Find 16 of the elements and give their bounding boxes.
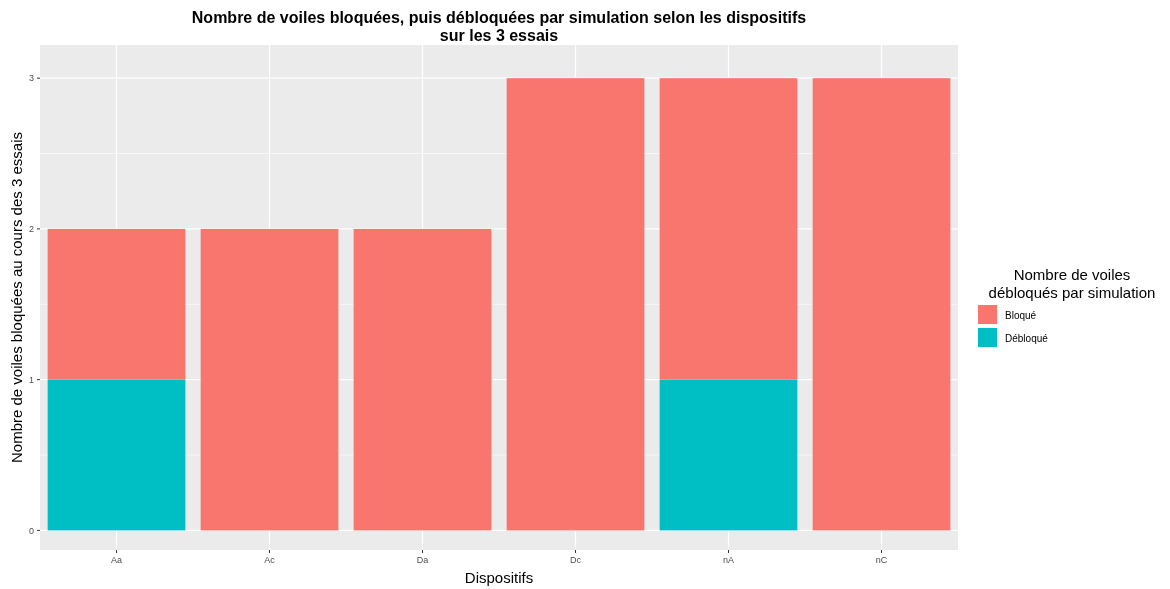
x-tick-label: Dc — [570, 555, 582, 565]
y-tick-label: 1 — [28, 374, 34, 385]
x-tick-label: nC — [875, 555, 888, 565]
legend-title: Nombre de voiles débloqués par simulation — [988, 266, 1156, 301]
legend-label: Débloqué — [1005, 332, 1049, 344]
x-tick-label: Da — [416, 555, 429, 565]
y-tick-label: 0 — [28, 525, 34, 536]
y-tick-label: 3 — [28, 73, 34, 84]
x-tick-label: Aa — [110, 555, 123, 565]
legend-label: Bloqué — [1005, 309, 1037, 321]
x-axis-title: Dispositifs — [464, 569, 534, 586]
y-axis-title: Nombre de voiles bloquées au cours des 3 essais — [8, 131, 25, 464]
x-tick-label: nA — [722, 555, 735, 565]
x-tick-label: Ac — [264, 555, 276, 565]
chart-title: Nombre de voiles bloquées, puis débloquées par simulation selon les dispositifs sur les 3 essais — [191, 9, 807, 44]
y-tick-label: 2 — [28, 224, 34, 235]
